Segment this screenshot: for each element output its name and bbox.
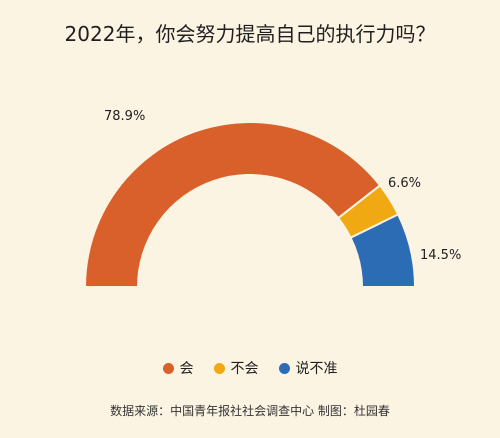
slice-shuobuzhun [349, 213, 417, 288]
chart-title: 2022年，你会努力提高自己的执行力吗？ [64, 22, 436, 46]
legend-dot-shuobuzhun [278, 362, 290, 374]
legend-dot-hui [162, 362, 174, 374]
legend-item-hui: 会 [162, 358, 194, 378]
legend-item-buhui: 不会 [213, 358, 259, 378]
source-note: 数据来源：中国青年报社社会调查中心 制图：杜园春 [110, 404, 390, 418]
legend-label-buhui: 不会 [230, 361, 259, 377]
legend-label-shuobuzhun: 说不准 [295, 361, 338, 377]
legend-label-hui: 会 [179, 361, 194, 377]
data-label-buhui: 6.6% [388, 176, 421, 191]
legend-item-shuobuzhun: 说不准 [278, 358, 338, 378]
data-label-shuobuzhun: 14.5% [420, 248, 461, 263]
slice-hui [83, 121, 382, 288]
legend: 会 不会 说不准 [0, 358, 500, 378]
data-label-hui: 78.9% [104, 109, 145, 124]
labels-group: 78.9% 6.6% 14.5% [104, 109, 461, 263]
slices-group [83, 121, 417, 288]
legend-dot-buhui [213, 362, 225, 374]
